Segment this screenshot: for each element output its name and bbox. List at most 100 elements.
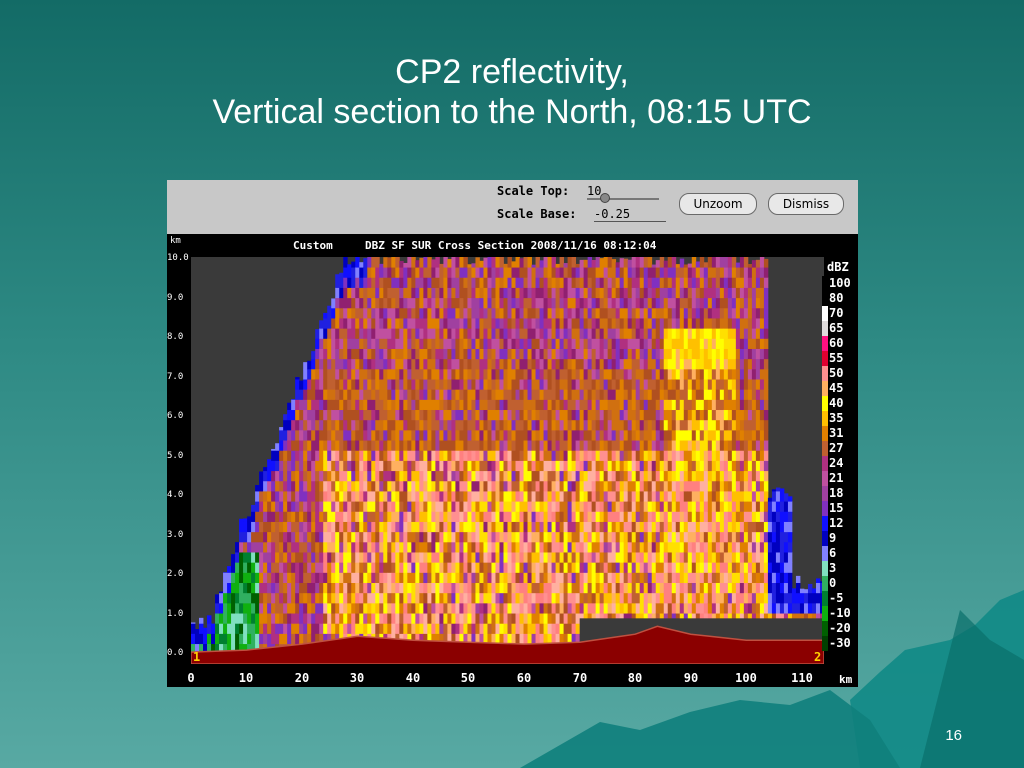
reflectivity-cell — [387, 257, 392, 268]
reflectivity-cell — [551, 623, 556, 634]
reflectivity-cell — [539, 379, 544, 390]
reflectivity-cell — [631, 440, 637, 451]
reflectivity-cell — [459, 623, 464, 634]
reflectivity-cell — [507, 562, 512, 573]
reflectivity-cell — [295, 460, 300, 472]
reflectivity-cell — [435, 277, 440, 288]
reflectivity-cell — [715, 307, 721, 319]
reflectivity-cell — [555, 541, 560, 553]
reflectivity-cell — [619, 267, 625, 278]
reflectivity-cell — [531, 328, 536, 339]
reflectivity-cell — [671, 419, 677, 431]
reflectivity-cell — [419, 450, 424, 461]
reflectivity-cell — [567, 460, 572, 472]
reflectivity-cell — [551, 602, 556, 614]
reflectivity-cell — [499, 491, 504, 502]
reflectivity-cell — [371, 480, 376, 492]
reflectivity-cell — [375, 297, 380, 309]
reflectivity-cell — [531, 267, 536, 278]
reflectivity-cell — [491, 348, 496, 360]
reflectivity-cell — [199, 617, 204, 624]
reflectivity-cell — [451, 531, 456, 543]
reflectivity-cell — [667, 379, 673, 390]
reflectivity-cell — [503, 429, 508, 441]
reflectivity-cell — [603, 287, 609, 299]
reflectivity-cell — [347, 389, 352, 400]
reflectivity-cell — [423, 491, 428, 502]
reflectivity-cell — [515, 511, 520, 522]
reflectivity-cell — [243, 572, 248, 584]
reflectivity-cell — [391, 297, 396, 309]
reflectivity-cell — [383, 409, 388, 421]
reflectivity-cell — [647, 460, 653, 472]
reflectivity-cell — [379, 287, 384, 299]
reflectivity-cell — [667, 531, 673, 543]
reflectivity-cell — [547, 318, 552, 329]
scale-top-field[interactable]: 10 — [587, 184, 659, 199]
reflectivity-cell — [387, 521, 392, 533]
reflectivity-cell — [511, 409, 516, 421]
reflectivity-cell — [387, 389, 392, 400]
reflectivity-cell — [583, 328, 589, 339]
reflectivity-cell — [315, 338, 320, 349]
reflectivity-cell — [427, 358, 432, 370]
reflectivity-cell — [415, 531, 420, 543]
reflectivity-cell — [475, 338, 480, 349]
reflectivity-cell — [719, 602, 725, 614]
reflectivity-cell — [711, 318, 717, 329]
reflectivity-cell — [567, 501, 572, 512]
reflectivity-cell — [647, 602, 653, 614]
reflectivity-cell — [375, 592, 380, 604]
reflectivity-cell — [231, 562, 236, 573]
reflectivity-cell — [287, 409, 292, 421]
reflectivity-cell — [575, 263, 581, 268]
reflectivity-cell — [391, 267, 396, 278]
reflectivity-cell — [467, 623, 472, 634]
reflectivity-cell — [499, 592, 504, 604]
reflectivity-cell — [415, 582, 420, 594]
scale-top-slider-track[interactable] — [587, 198, 659, 200]
reflectivity-cell — [671, 572, 677, 584]
reflectivity-cell — [235, 542, 240, 553]
reflectivity-cell — [511, 419, 516, 431]
scale-top-slider-knob[interactable] — [600, 193, 610, 203]
reflectivity-cell — [587, 470, 593, 482]
reflectivity-cell — [443, 623, 448, 634]
reflectivity-cell — [751, 307, 757, 319]
reflectivity-cell — [323, 358, 328, 370]
dismiss-button[interactable]: Dismiss — [768, 193, 844, 215]
reflectivity-cell — [727, 267, 733, 278]
reflectivity-cell — [307, 501, 312, 512]
reflectivity-cell — [579, 592, 585, 604]
reflectivity-cell — [479, 592, 484, 604]
scale-base-field[interactable]: -0.25 — [594, 207, 666, 222]
reflectivity-cell — [715, 501, 721, 512]
reflectivity-cell — [403, 501, 408, 512]
reflectivity-cell — [339, 429, 344, 441]
reflectivity-cell — [743, 389, 749, 400]
reflectivity-cell — [355, 277, 360, 288]
reflectivity-cell — [583, 379, 589, 390]
reflectivity-cell — [227, 572, 232, 584]
reflectivity-cell — [487, 623, 492, 634]
reflectivity-cell — [691, 602, 697, 614]
reflectivity-cell — [459, 338, 464, 349]
unzoom-button[interactable]: Unzoom — [679, 193, 757, 215]
reflectivity-cell — [563, 531, 568, 543]
reflectivity-cell — [551, 552, 556, 563]
reflectivity-cell — [535, 592, 540, 604]
reflectivity-cell — [711, 409, 717, 421]
reflectivity-cell — [519, 389, 524, 400]
reflectivity-cell — [567, 633, 572, 645]
reflectivity-cell — [447, 409, 452, 421]
reflectivity-cell — [351, 277, 356, 288]
reflectivity-cell — [303, 633, 308, 645]
reflectivity-cell — [675, 592, 681, 604]
reflectivity-cell — [587, 511, 593, 522]
reflectivity-cell — [459, 531, 464, 543]
reflectivity-cell — [735, 409, 741, 421]
reflectivity-cell — [583, 501, 589, 512]
reflectivity-cell — [287, 450, 292, 461]
reflectivity-cell — [491, 613, 496, 624]
reflectivity-cell — [423, 257, 428, 268]
